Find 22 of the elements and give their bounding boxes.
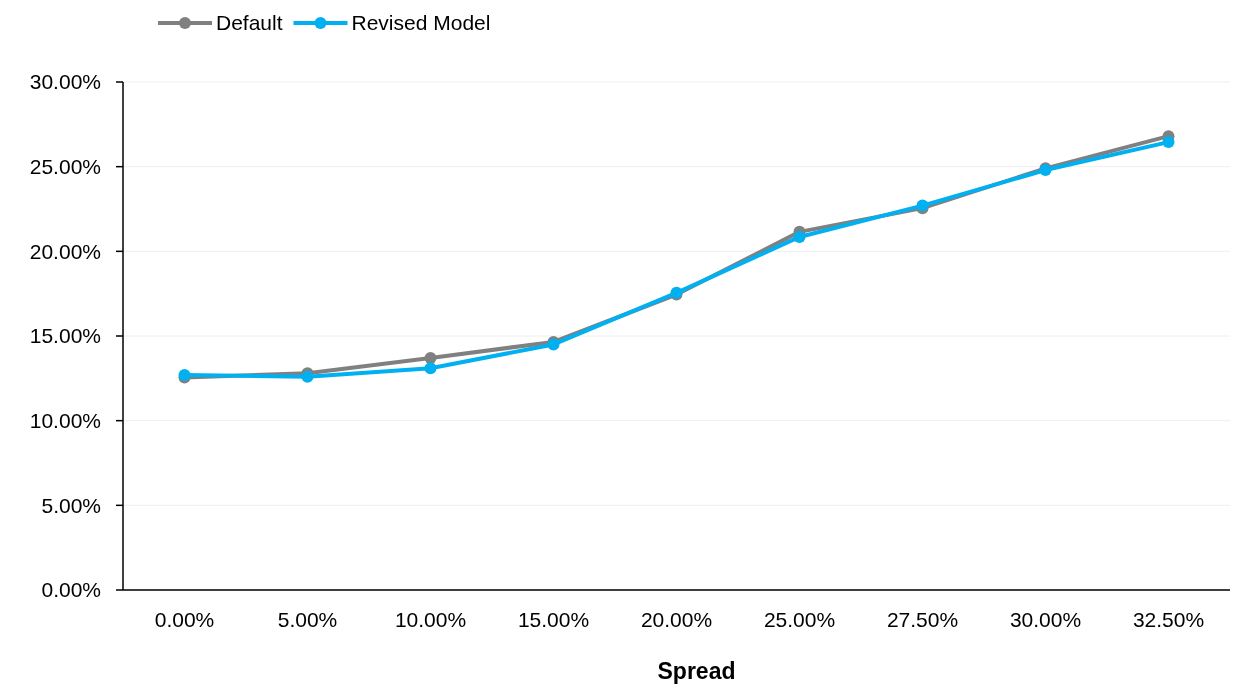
- x-tick-label: 15.00%: [517, 608, 590, 631]
- x-tick-label: 30.00%: [1009, 608, 1082, 631]
- x-tick-label: 20.00%: [640, 608, 713, 631]
- legend-label: Default: [216, 11, 283, 34]
- y-tick-label: 20.00%: [29, 239, 101, 263]
- x-axis-title: Spread: [657, 658, 736, 684]
- x-tick-label: 25.00%: [763, 608, 836, 631]
- point: [1162, 136, 1175, 149]
- point: [424, 362, 437, 375]
- x-tick-label: 5.00%: [277, 608, 338, 631]
- y-tick-label: 0.00%: [41, 578, 101, 602]
- point: [793, 230, 806, 243]
- x-tick-label: 0.00%: [154, 608, 215, 631]
- legend-label: Revised Model: [351, 11, 491, 34]
- y-tick-label: 15.00%: [29, 324, 101, 348]
- x-tick-label: 32.50%: [1132, 608, 1205, 631]
- x-tick-label: 10.00%: [394, 608, 467, 631]
- y-tick-label: 10.00%: [29, 409, 101, 433]
- y-tick-label: 25.00%: [29, 155, 101, 179]
- x-tick-label: 27.50%: [886, 608, 959, 631]
- y-tick-label: 30.00%: [29, 70, 101, 94]
- y-tick-label: 5.00%: [41, 493, 101, 517]
